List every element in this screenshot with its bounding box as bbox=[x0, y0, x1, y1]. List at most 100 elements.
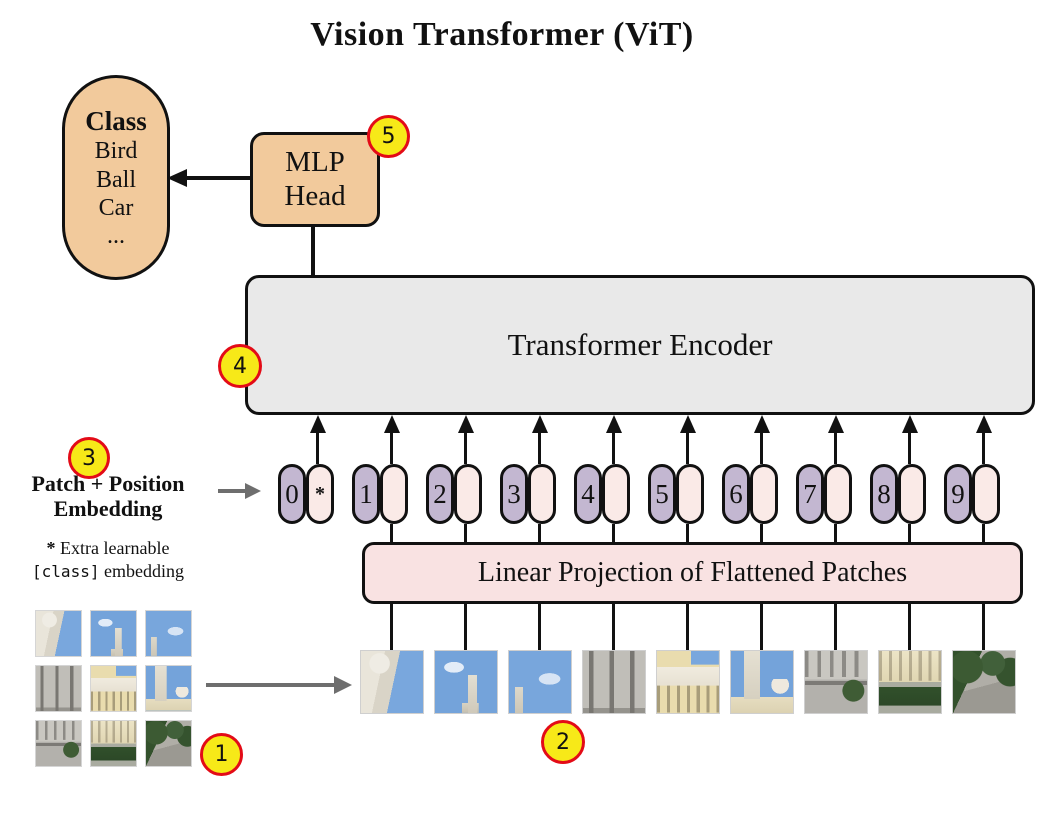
linear-projection-box: Linear Projection of Flattened Patches bbox=[362, 542, 1023, 604]
flattened-patch-palace-facade bbox=[656, 650, 720, 714]
embedding-token-2: 2 bbox=[426, 464, 482, 524]
image-grid-cell-dome-sky bbox=[35, 610, 82, 657]
token-projection-connector bbox=[908, 524, 911, 542]
linear-projection-label: Linear Projection of Flattened Patches bbox=[477, 557, 908, 588]
asterisk-icon: * bbox=[46, 538, 56, 558]
token-input-arrow-shaft bbox=[834, 432, 837, 464]
arrow-to-class-icon bbox=[167, 169, 187, 187]
patch-projection-connector bbox=[834, 604, 837, 650]
token-projection-connector bbox=[390, 524, 393, 542]
position-embedding-pill: 3 bbox=[500, 464, 528, 524]
image-grid-cell-sky-spire bbox=[145, 610, 192, 657]
image-grid-cell-facade-hedge bbox=[90, 720, 137, 767]
embedding-token-6: 6 bbox=[722, 464, 778, 524]
embedding-arrow-shaft bbox=[218, 489, 245, 493]
patch-projection-connector bbox=[908, 604, 911, 650]
embedding-token-9: 9 bbox=[944, 464, 1000, 524]
step-marker-1: 1 bbox=[200, 733, 243, 776]
patch-projection-connector bbox=[538, 604, 541, 650]
position-embedding-pill: 1 bbox=[352, 464, 380, 524]
token-projection-connector bbox=[834, 524, 837, 542]
patch-position-embedding-label: Patch + Position Embedding bbox=[0, 471, 216, 521]
patches-flow-arrow-icon bbox=[334, 676, 352, 694]
patch-embedding-pill bbox=[380, 464, 408, 524]
image-grid-cell-stone-facade bbox=[35, 665, 82, 712]
step-marker-4: 4 bbox=[218, 344, 262, 388]
patch-embedding-pill bbox=[898, 464, 926, 524]
token-projection-connector bbox=[464, 524, 467, 542]
patches-flow-arrow-shaft bbox=[206, 683, 334, 687]
embedding-token-4: 4 bbox=[574, 464, 630, 524]
token-input-arrow-shaft bbox=[760, 432, 763, 464]
token-input-arrow-icon bbox=[902, 415, 918, 433]
position-embedding-pill: 2 bbox=[426, 464, 454, 524]
patch-projection-connector bbox=[612, 604, 615, 650]
patch-projection-connector bbox=[686, 604, 689, 650]
mlp-head-box: MLP Head bbox=[250, 132, 380, 227]
embedding-token-3: 3 bbox=[500, 464, 556, 524]
embedding-label-line1: Patch + Position bbox=[31, 471, 185, 496]
token-projection-connector bbox=[686, 524, 689, 542]
class-heading: Class bbox=[85, 106, 147, 137]
class-item: Ball bbox=[96, 166, 136, 193]
patch-projection-connector bbox=[760, 604, 763, 650]
token-input-arrow-icon bbox=[976, 415, 992, 433]
step-marker-3: 3 bbox=[68, 437, 110, 479]
position-embedding-pill: 7 bbox=[796, 464, 824, 524]
flattened-patch-tower-courtyard bbox=[730, 650, 794, 714]
transformer-encoder-box: Transformer Encoder bbox=[245, 275, 1035, 415]
token-input-arrow-icon bbox=[606, 415, 622, 433]
class-token-code: [class] bbox=[32, 561, 100, 581]
token-input-arrow-icon bbox=[310, 415, 326, 433]
token-input-arrow-shaft bbox=[464, 432, 467, 464]
diagram-title: Vision Transformer (ViT) bbox=[310, 16, 694, 53]
patch-embedding-pill bbox=[676, 464, 704, 524]
footnote-line1: * Extra learnable bbox=[46, 538, 170, 558]
embedding-token-0: 0 * bbox=[278, 464, 334, 524]
patch-embedding-pill bbox=[528, 464, 556, 524]
token-input-arrow-shaft bbox=[908, 432, 911, 464]
embedding-token-5: 5 bbox=[648, 464, 704, 524]
flattened-patch-building-pavement bbox=[804, 650, 868, 714]
mlp-to-encoder-connector bbox=[311, 227, 315, 275]
embedding-token-8: 8 bbox=[870, 464, 926, 524]
position-embedding-pill: 6 bbox=[722, 464, 750, 524]
patch-projection-connector bbox=[982, 604, 985, 650]
patch-projection-connector bbox=[464, 604, 467, 650]
flattened-patch-facade-hedge bbox=[878, 650, 942, 714]
token-input-arrow-icon bbox=[384, 415, 400, 433]
position-embedding-pill: 8 bbox=[870, 464, 898, 524]
token-input-arrow-icon bbox=[458, 415, 474, 433]
position-embedding-pill: 0 bbox=[278, 464, 306, 524]
token-input-arrow-shaft bbox=[390, 432, 393, 464]
token-input-arrow-icon bbox=[754, 415, 770, 433]
class-item: Bird bbox=[94, 138, 138, 165]
image-grid-cell-palace-facade bbox=[90, 665, 137, 712]
patch-embedding-pill bbox=[602, 464, 630, 524]
token-projection-connector bbox=[612, 524, 615, 542]
arrow-to-class-shaft bbox=[184, 176, 250, 180]
patch-projection-connector bbox=[390, 604, 393, 650]
flattened-patch-dome-sky bbox=[360, 650, 424, 714]
step-marker-2: 2 bbox=[541, 720, 585, 764]
class-item: Car bbox=[98, 195, 134, 222]
patch-embedding-pill bbox=[972, 464, 1000, 524]
step-marker-5: 5 bbox=[367, 115, 410, 158]
image-grid-cell-tower-sky bbox=[90, 610, 137, 657]
flattened-patch-sky-spire bbox=[508, 650, 572, 714]
token-input-arrow-icon bbox=[828, 415, 844, 433]
position-embedding-pill: 5 bbox=[648, 464, 676, 524]
class-output-box: Class Bird Ball Car ... bbox=[62, 75, 170, 280]
flattened-patch-tower-sky bbox=[434, 650, 498, 714]
token-input-arrow-shaft bbox=[686, 432, 689, 464]
mlp-head-label-line2: Head bbox=[284, 179, 346, 212]
position-embedding-pill: 9 bbox=[944, 464, 972, 524]
token-projection-connector bbox=[538, 524, 541, 542]
class-token-pill: * bbox=[306, 464, 334, 524]
token-input-arrow-icon bbox=[680, 415, 696, 433]
input-image-patch-grid bbox=[35, 610, 192, 767]
patch-embedding-pill bbox=[750, 464, 778, 524]
embedding-arrow-icon bbox=[245, 483, 261, 499]
class-item: ... bbox=[107, 223, 125, 250]
